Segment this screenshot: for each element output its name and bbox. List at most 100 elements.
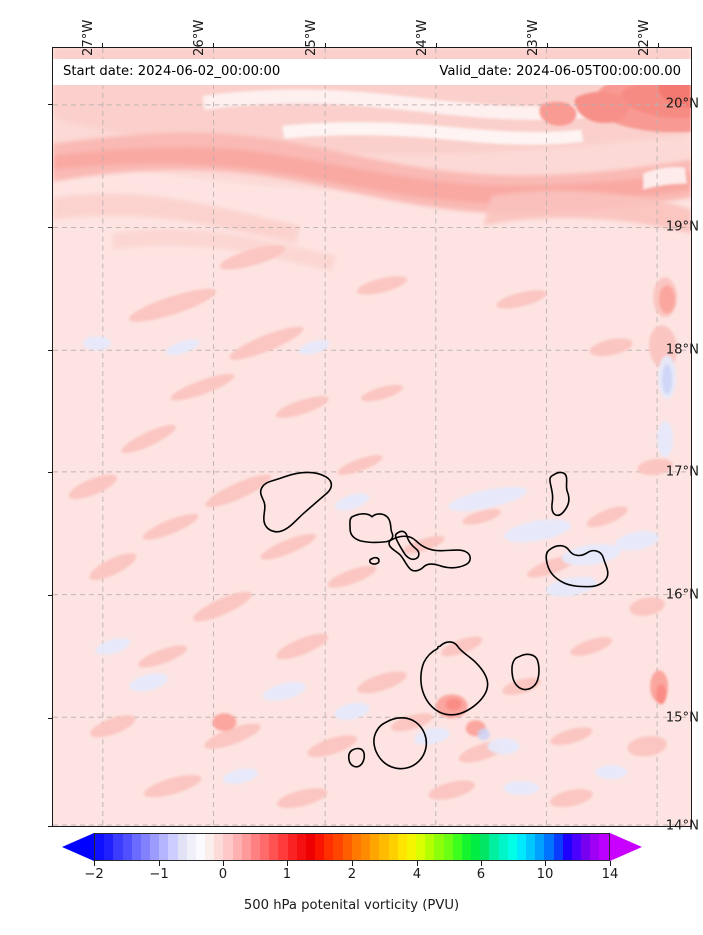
colorbar-over-arrow bbox=[610, 833, 642, 861]
coastline-fogo bbox=[373, 716, 428, 770]
colorbar-segment-25 bbox=[324, 834, 334, 860]
colorbar-segment-8 bbox=[168, 834, 178, 860]
lon-tick-24w: 24°W bbox=[415, 19, 430, 56]
colorbar-segment-41 bbox=[471, 834, 481, 860]
colorbar-segment-39 bbox=[452, 834, 462, 860]
colorbar-segment-5 bbox=[140, 834, 151, 860]
colorbar-segment-37 bbox=[434, 834, 444, 860]
coastline-sao-vicente bbox=[349, 513, 394, 544]
colorbar-under-arrow bbox=[62, 833, 94, 861]
colorbar-segment-19 bbox=[269, 834, 279, 860]
colorbar-segment-4 bbox=[131, 834, 141, 860]
lat-tick-19n: 19°N bbox=[665, 219, 699, 235]
colorbar-segment-43 bbox=[489, 834, 499, 860]
colorbar-segment-0 bbox=[95, 834, 105, 860]
coastline-raso-islet bbox=[368, 556, 380, 565]
lat-tick-14n: 14°N bbox=[665, 818, 699, 834]
colorbar-segment-20 bbox=[278, 834, 288, 860]
coastline-maio bbox=[511, 653, 540, 691]
map-axes[interactable] bbox=[52, 47, 692, 827]
colorbar-gradient bbox=[94, 833, 610, 861]
colorbar-segment-38 bbox=[443, 834, 453, 860]
coastline-santiago bbox=[420, 641, 489, 716]
colorbar-segment-40 bbox=[461, 834, 472, 860]
start-date-label: Start date: 2024-06-02_00:00:00 bbox=[63, 64, 281, 80]
coastline-brava bbox=[347, 747, 366, 768]
colorbar-ticklabel-5: 4 bbox=[412, 867, 422, 882]
lon-tick-23w: 23°W bbox=[526, 19, 541, 56]
colorbar-segment-7 bbox=[159, 834, 169, 860]
colorbar-tick-6 bbox=[481, 861, 482, 866]
title-info-box: Start date: 2024-06-02_00:00:00 Valid_da… bbox=[53, 59, 691, 85]
colorbar-ticklabel-6: 6 bbox=[476, 867, 486, 882]
colorbar-segment-50 bbox=[553, 834, 563, 860]
colorbar-segment-52 bbox=[571, 834, 582, 860]
colorbar-tick-1 bbox=[159, 861, 160, 866]
colorbar-segment-36 bbox=[425, 834, 435, 860]
colorbar-segment-31 bbox=[379, 834, 389, 860]
pv-field-plot bbox=[53, 48, 691, 826]
colorbar[interactable]: −2 −1 0 1 2 4 6 10 14 bbox=[62, 833, 642, 882]
lat-tick-20n: 20°N bbox=[665, 96, 699, 112]
colorbar-segment-13 bbox=[214, 834, 224, 860]
colorbar-segment-14 bbox=[223, 834, 233, 860]
colorbar-segment-53 bbox=[581, 834, 591, 860]
colorbar-tick-4 bbox=[352, 861, 353, 866]
colorbar-segment-15 bbox=[232, 834, 242, 860]
colorbar-ticklabel-1: −1 bbox=[149, 867, 169, 882]
colorbar-segment-27 bbox=[342, 834, 352, 860]
lat-tick-17n: 17°N bbox=[665, 464, 699, 480]
colorbar-segment-18 bbox=[260, 834, 270, 860]
colorbar-tick-2 bbox=[223, 861, 224, 866]
colorbar-segment-3 bbox=[122, 834, 132, 860]
colorbar-segment-26 bbox=[333, 834, 343, 860]
coastline-santo-antao bbox=[259, 471, 333, 533]
lon-tick-27w: 27°W bbox=[81, 19, 96, 56]
colorbar-segment-49 bbox=[544, 834, 554, 860]
colorbar-segment-16 bbox=[241, 834, 251, 860]
coastline-sao-nicolau bbox=[388, 535, 471, 572]
colorbar-segment-11 bbox=[195, 834, 206, 860]
colorbar-segment-30 bbox=[370, 834, 380, 860]
colorbar-segment-32 bbox=[388, 834, 398, 860]
coastline-sal bbox=[549, 471, 570, 517]
colorbar-ticklabel-4: 2 bbox=[347, 867, 357, 882]
colorbar-segment-44 bbox=[498, 834, 508, 860]
colorbar-tick-3 bbox=[287, 861, 288, 866]
colorbar-segment-42 bbox=[480, 834, 490, 860]
coastline-boa-vista bbox=[545, 544, 609, 588]
colorbar-segment-24 bbox=[315, 834, 325, 860]
colorbar-segment-21 bbox=[287, 834, 297, 860]
colorbar-segment-1 bbox=[104, 834, 114, 860]
colorbar-segment-34 bbox=[406, 834, 417, 860]
colorbar-segment-35 bbox=[416, 834, 426, 860]
colorbar-segment-28 bbox=[351, 834, 361, 860]
colorbar-tick-7 bbox=[545, 861, 546, 866]
colorbar-segment-45 bbox=[507, 834, 517, 860]
valid-date-label: Valid_date: 2024-06-05T00:00:00.00 bbox=[439, 64, 681, 80]
lon-tick-26w: 26°W bbox=[192, 19, 207, 56]
colorbar-segment-48 bbox=[535, 834, 545, 860]
colorbar-segment-17 bbox=[250, 834, 261, 860]
lat-tick-16n: 16°N bbox=[665, 587, 699, 603]
lat-tick-15n: 15°N bbox=[665, 710, 699, 726]
colorbar-segment-29 bbox=[360, 834, 371, 860]
colorbar-segment-6 bbox=[150, 834, 160, 860]
lon-tick-25w: 25°W bbox=[304, 19, 319, 56]
colorbar-ticklabel-7: 10 bbox=[536, 867, 554, 882]
colorbar-tick-8 bbox=[610, 861, 611, 866]
colorbar-ticklabel-3: 1 bbox=[282, 867, 292, 882]
colorbar-tick-5 bbox=[417, 861, 418, 866]
lat-tick-18n: 18°N bbox=[665, 342, 699, 358]
colorbar-segment-54 bbox=[590, 834, 600, 860]
lon-tick-22w: 22°W bbox=[637, 19, 652, 56]
colorbar-segment-46 bbox=[516, 834, 527, 860]
colorbar-segment-22 bbox=[296, 834, 306, 860]
colorbar-segment-10 bbox=[186, 834, 196, 860]
colorbar-ticklabel-8: 14 bbox=[601, 867, 619, 882]
colorbar-segment-47 bbox=[526, 834, 536, 860]
colorbar-segment-55 bbox=[599, 834, 609, 860]
colorbar-segment-51 bbox=[562, 834, 572, 860]
colorbar-caption: 500 hPa potenital vorticity (PVU) bbox=[243, 898, 460, 913]
colorbar-ticklabel-0: −2 bbox=[84, 867, 104, 882]
